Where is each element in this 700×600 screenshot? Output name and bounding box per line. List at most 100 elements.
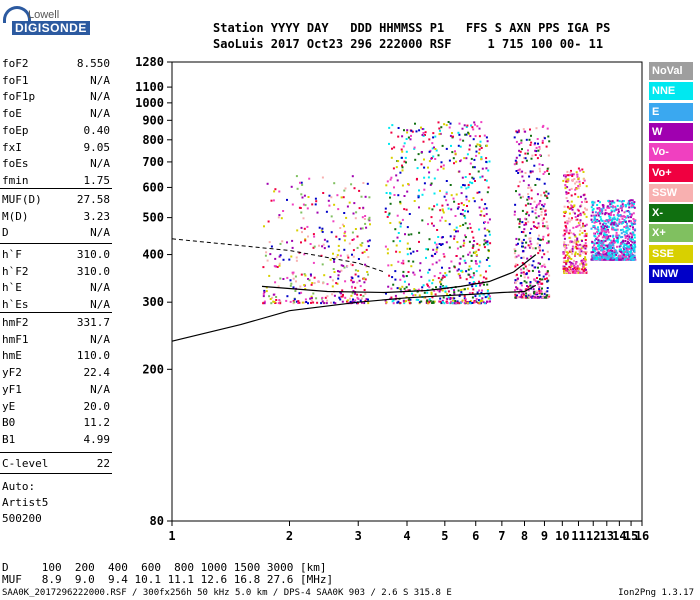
echo-dot: [521, 242, 524, 245]
echo-dot: [591, 201, 594, 204]
echo-dot: [626, 215, 629, 217]
echo-dot: [428, 298, 431, 301]
echo-dot: [545, 220, 548, 223]
echo-dot: [350, 285, 353, 288]
echo-dot: [356, 296, 359, 299]
echo-dot: [568, 188, 571, 191]
echo-dot: [476, 191, 479, 194]
echo-dot: [584, 200, 587, 203]
param-value: 310.0: [76, 264, 110, 278]
echo-dot: [526, 285, 528, 287]
echo-dot: [294, 275, 297, 278]
echo-dot: [441, 236, 444, 239]
echo-dot: [618, 200, 621, 203]
echo-dot: [524, 130, 527, 133]
echo-dot: [270, 245, 273, 248]
echo-dot: [468, 251, 471, 254]
echo-dot: [520, 139, 523, 142]
echo-dot: [321, 296, 324, 299]
echo-dot: [417, 153, 420, 156]
echo-dot: [626, 248, 629, 251]
param-row: h`F2 310.0: [2, 265, 110, 279]
echo-dot: [464, 176, 467, 178]
echo-dot: [427, 176, 430, 179]
echo-dot: [462, 255, 465, 258]
echo-dot: [475, 253, 478, 256]
echo-dot: [602, 207, 605, 210]
echo-dot: [609, 242, 612, 245]
echo-dot: [432, 301, 435, 304]
echo-dot: [602, 252, 605, 254]
echo-dot: [336, 194, 339, 197]
echo-dot: [282, 278, 285, 280]
echo-dot: [456, 269, 459, 272]
echo-dot: [428, 160, 431, 163]
echo-dot: [313, 276, 316, 279]
echo-dot: [436, 168, 439, 171]
echo-dot: [566, 174, 569, 177]
echo-dot: [619, 243, 622, 245]
echo-dot: [564, 211, 567, 214]
param-value: N/A: [90, 298, 110, 312]
echo-dot: [567, 217, 570, 220]
echo-dot: [537, 215, 540, 218]
echo-dot: [410, 129, 413, 132]
echo-dot: [267, 220, 270, 223]
param-name: h`F2: [2, 264, 29, 278]
x-tick-label: 11: [571, 529, 585, 543]
echo-dot: [633, 248, 636, 250]
echo-dot: [367, 273, 369, 276]
echo-dot: [615, 239, 618, 242]
echo-dot: [603, 231, 606, 234]
echo-dot: [466, 205, 468, 207]
echo-dot: [439, 189, 441, 192]
echo-dot: [572, 232, 575, 235]
echo-dot: [610, 205, 613, 208]
echo-dot: [351, 292, 354, 295]
echo-dot: [568, 261, 571, 264]
echo-dot: [541, 141, 544, 144]
echo-dot: [527, 186, 530, 189]
echo-dot: [484, 221, 487, 223]
echo-dot: [317, 281, 320, 283]
echo-dot: [567, 252, 570, 254]
echo-dot: [406, 247, 409, 250]
echo-dot: [262, 266, 265, 269]
echo-dot: [582, 171, 585, 173]
echo-dot: [571, 175, 574, 177]
echo-dot: [577, 244, 579, 247]
echo-dot: [262, 295, 265, 298]
echo-dot: [606, 229, 609, 232]
echo-dot: [529, 295, 532, 298]
echo-dot: [331, 293, 334, 296]
echo-dot: [534, 154, 537, 156]
echo-dot: [539, 207, 542, 210]
echo-dot: [457, 206, 460, 209]
echo-dot: [534, 293, 537, 296]
echo-dot: [431, 282, 434, 285]
echo-dot: [564, 221, 567, 224]
echo-dot: [542, 124, 545, 127]
param-row: h`Es N/A: [2, 298, 110, 312]
echo-dot: [464, 222, 467, 225]
echo-dot: [628, 250, 631, 253]
echo-dot: [437, 277, 440, 280]
echo-dot: [545, 226, 548, 229]
echo-dot: [359, 285, 362, 288]
echo-dot: [562, 179, 565, 182]
echo-dot: [594, 218, 597, 220]
echo-dot: [525, 296, 528, 299]
echo-dot: [518, 180, 521, 183]
echo-dot: [628, 202, 631, 205]
echo-dot: [365, 298, 368, 301]
echo-dot: [611, 206, 614, 209]
echo-dot: [618, 258, 621, 261]
echo-dot: [569, 240, 572, 243]
echo-dot: [489, 297, 492, 300]
echo-dot: [628, 255, 631, 258]
legend-item: Vo-: [649, 143, 693, 162]
echo-dot: [600, 219, 603, 222]
echo-dot: [341, 295, 344, 298]
echo-dot: [615, 253, 618, 256]
echo-dot: [472, 128, 475, 131]
